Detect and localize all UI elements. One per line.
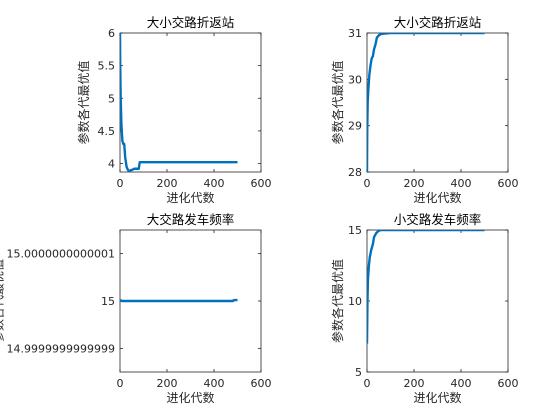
y-tick-label: 4: [108, 158, 115, 171]
y-tick-label: 15: [101, 295, 115, 308]
x-tick-label: 400: [204, 377, 225, 390]
y-tick-label: 14.9999999999999: [7, 342, 115, 355]
y-tick-label: 10: [348, 295, 362, 308]
x-tick-label: 400: [451, 177, 472, 190]
plot-title: 大小交路折返站: [394, 15, 482, 30]
y-tick-label: 5: [355, 366, 362, 379]
series-line-1: [367, 230, 485, 344]
subplot-3: 0 200 400 600 14.9999999999999 15 15.000000000…: [0, 212, 272, 405]
x-tick-label: 0: [364, 177, 371, 190]
series-line-1: [367, 33, 485, 172]
y-tick-label: 6: [108, 27, 115, 40]
x-axis-label: 进化代数: [166, 190, 214, 205]
axes-box: [366, 32, 509, 173]
x-tick-label: 200: [157, 377, 178, 390]
y-tick-label: 4.5: [98, 125, 116, 138]
plot-title: 大小交路折返站: [147, 15, 235, 30]
y-tick-label: 15: [348, 224, 362, 237]
x-tick-label: 600: [498, 177, 519, 190]
x-axis-label: 进化代数: [166, 390, 214, 405]
y-tick-label: 29: [348, 120, 362, 133]
y-axis-label: 参数各代最优值: [330, 259, 345, 343]
y-tick-label: 5.5: [98, 60, 116, 73]
x-tick-label: 400: [451, 377, 472, 390]
x-tick-label: 0: [117, 177, 124, 190]
x-tick-label: 400: [204, 177, 225, 190]
y-tick-label: 31: [348, 27, 362, 40]
axes-box: [119, 32, 262, 173]
series-line-1: [120, 298, 238, 303]
x-tick-label: 200: [404, 377, 425, 390]
plot-title: 大交路发车频率: [147, 212, 235, 227]
x-tick-label: 600: [251, 377, 272, 390]
x-tick-label: 0: [364, 377, 371, 390]
x-axis-label: 进化代数: [413, 390, 461, 405]
x-tick-label: 0: [117, 377, 124, 390]
y-tick-label: 5: [108, 92, 115, 105]
x-tick-label: 200: [157, 177, 178, 190]
y-tick-label: 28: [348, 166, 362, 179]
x-axis-label: 进化代数: [413, 190, 461, 205]
x-tick-label: 200: [404, 177, 425, 190]
y-axis-label: 参数各代最优值: [76, 60, 91, 144]
y-axis-label: 参数各代最优值: [330, 60, 345, 144]
x-tick-label: 600: [498, 377, 519, 390]
plot-title: 小交路发车频率: [394, 212, 482, 227]
y-tick-label: 15.0000000000001: [7, 248, 115, 261]
axes-box: [366, 229, 509, 373]
series-line-1: [120, 33, 238, 172]
y-tick-label: 30: [348, 73, 362, 86]
x-tick-label: 600: [251, 177, 272, 190]
y-axis-label: 参数各代最优值: [0, 259, 5, 343]
